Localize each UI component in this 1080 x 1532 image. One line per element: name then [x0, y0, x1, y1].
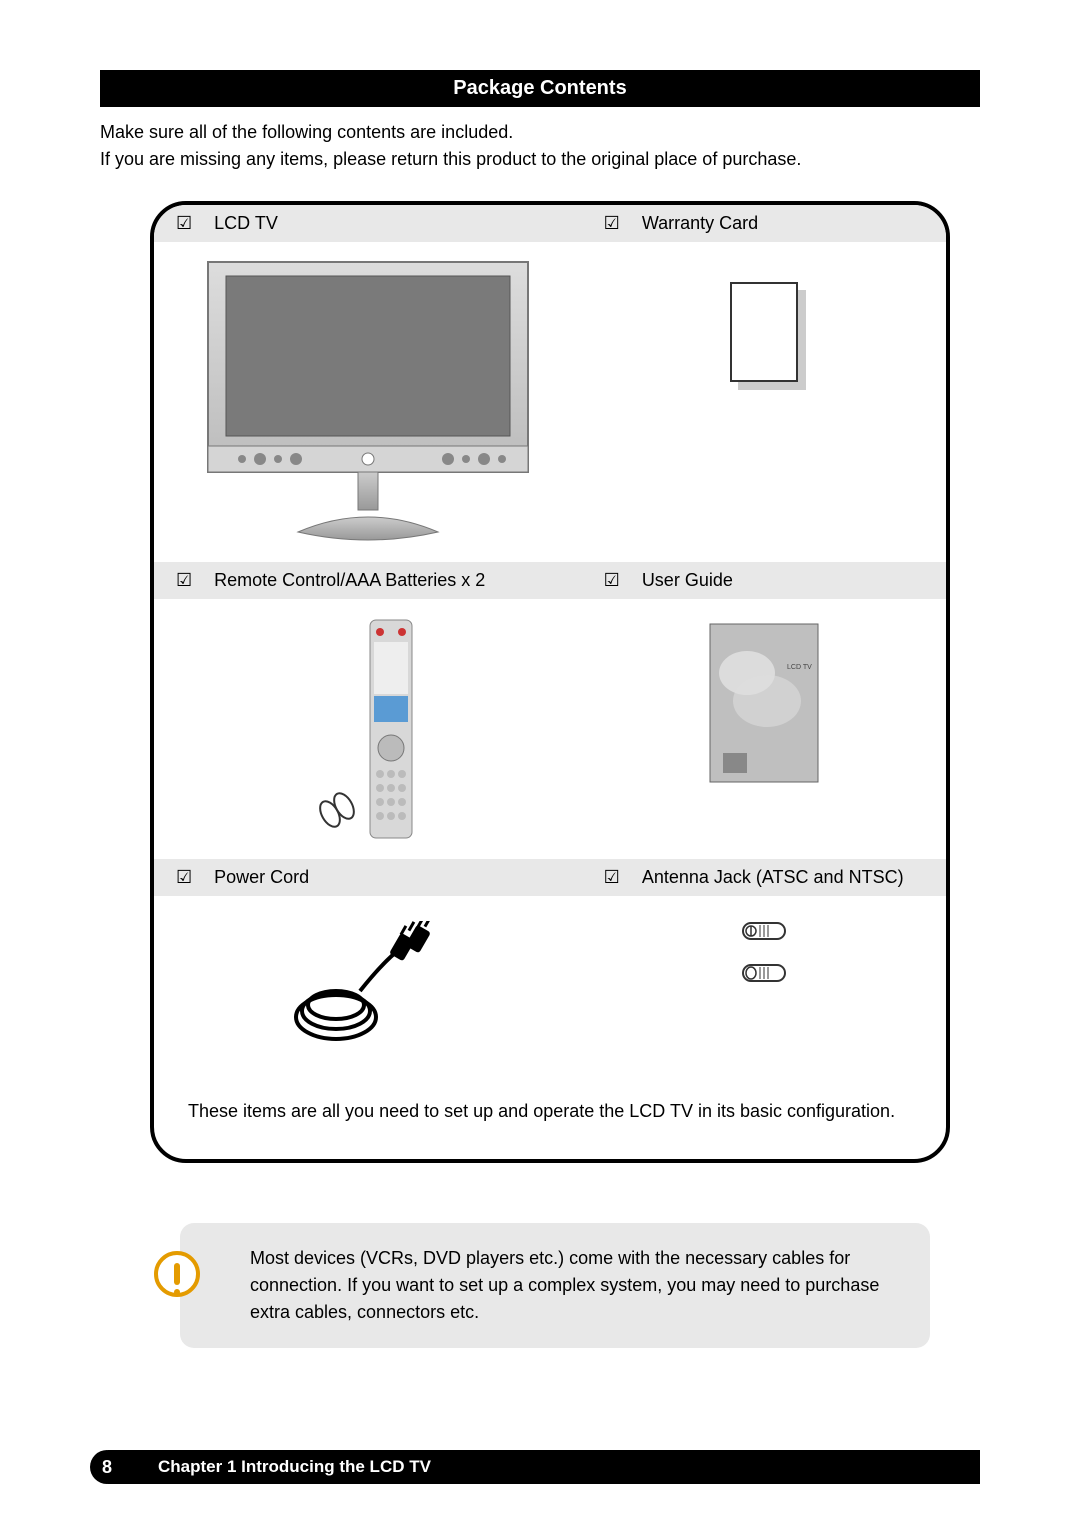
item-powercord-text: Power Cord: [214, 867, 309, 888]
checkbox-icon: ☑: [176, 213, 192, 234]
chapter-title: Chapter 1 Introducing the LCD TV: [108, 1450, 980, 1484]
item-antenna-text: Antenna Jack (ATSC and NTSC): [642, 867, 904, 888]
intro-line-2: If you are missing any items, please ret…: [100, 146, 980, 173]
item-lcdtv-text: LCD TV: [214, 213, 278, 234]
userguide-icon: LCD TV: [709, 623, 819, 783]
svg-text:LCD TV: LCD TV: [787, 664, 812, 671]
powercord-illustration: [154, 896, 582, 1076]
remote-illustration: [154, 599, 582, 859]
powercord-icon: [288, 921, 448, 1051]
page-number: 8: [90, 1450, 124, 1484]
item-powercord-label: ☑ Power Cord: [154, 859, 582, 896]
userguide-illustration: LCD TV: [582, 599, 946, 859]
item-lcdtv-label: ☑ LCD TV: [154, 205, 582, 242]
item-remote-text: Remote Control/AAA Batteries x 2: [214, 570, 485, 591]
item-userguide-label: ☑ User Guide: [582, 562, 946, 599]
item-warranty-text: Warranty Card: [642, 213, 758, 234]
antenna-jack-icon: [742, 962, 786, 984]
section-header: Package Contents: [100, 70, 980, 107]
lcdtv-icon: [198, 252, 538, 552]
warranty-card-icon: [730, 282, 798, 382]
item-warranty-label: ☑ Warranty Card: [582, 205, 946, 242]
page-footer: 8 Chapter 1 Introducing the LCD TV: [0, 1450, 980, 1484]
contents-summary: These items are all you need to set up a…: [154, 1076, 946, 1159]
item-antenna-label: ☑ Antenna Jack (ATSC and NTSC): [582, 859, 946, 896]
contents-box: ☑ LCD TV ☑ Warranty Card: [150, 201, 950, 1163]
warranty-illustration: [582, 242, 946, 562]
note-box: Most devices (VCRs, DVD players etc.) co…: [180, 1223, 930, 1348]
intro-text: Make sure all of the following contents …: [100, 119, 980, 173]
alert-icon: [154, 1251, 200, 1297]
checkbox-icon: ☑: [604, 213, 620, 234]
checkbox-icon: ☑: [604, 570, 620, 591]
antenna-illustration: [582, 896, 946, 1076]
note-text: Most devices (VCRs, DVD players etc.) co…: [250, 1248, 879, 1322]
checkbox-icon: ☑: [604, 867, 620, 888]
item-remote-label: ☑ Remote Control/AAA Batteries x 2: [154, 562, 582, 599]
antenna-jack-icon: [742, 920, 786, 942]
checkbox-icon: ☑: [176, 570, 192, 591]
remote-icon: [308, 614, 428, 844]
checkbox-icon: ☑: [176, 867, 192, 888]
item-userguide-text: User Guide: [642, 570, 733, 591]
intro-line-1: Make sure all of the following contents …: [100, 119, 980, 146]
lcdtv-illustration: [154, 242, 582, 562]
